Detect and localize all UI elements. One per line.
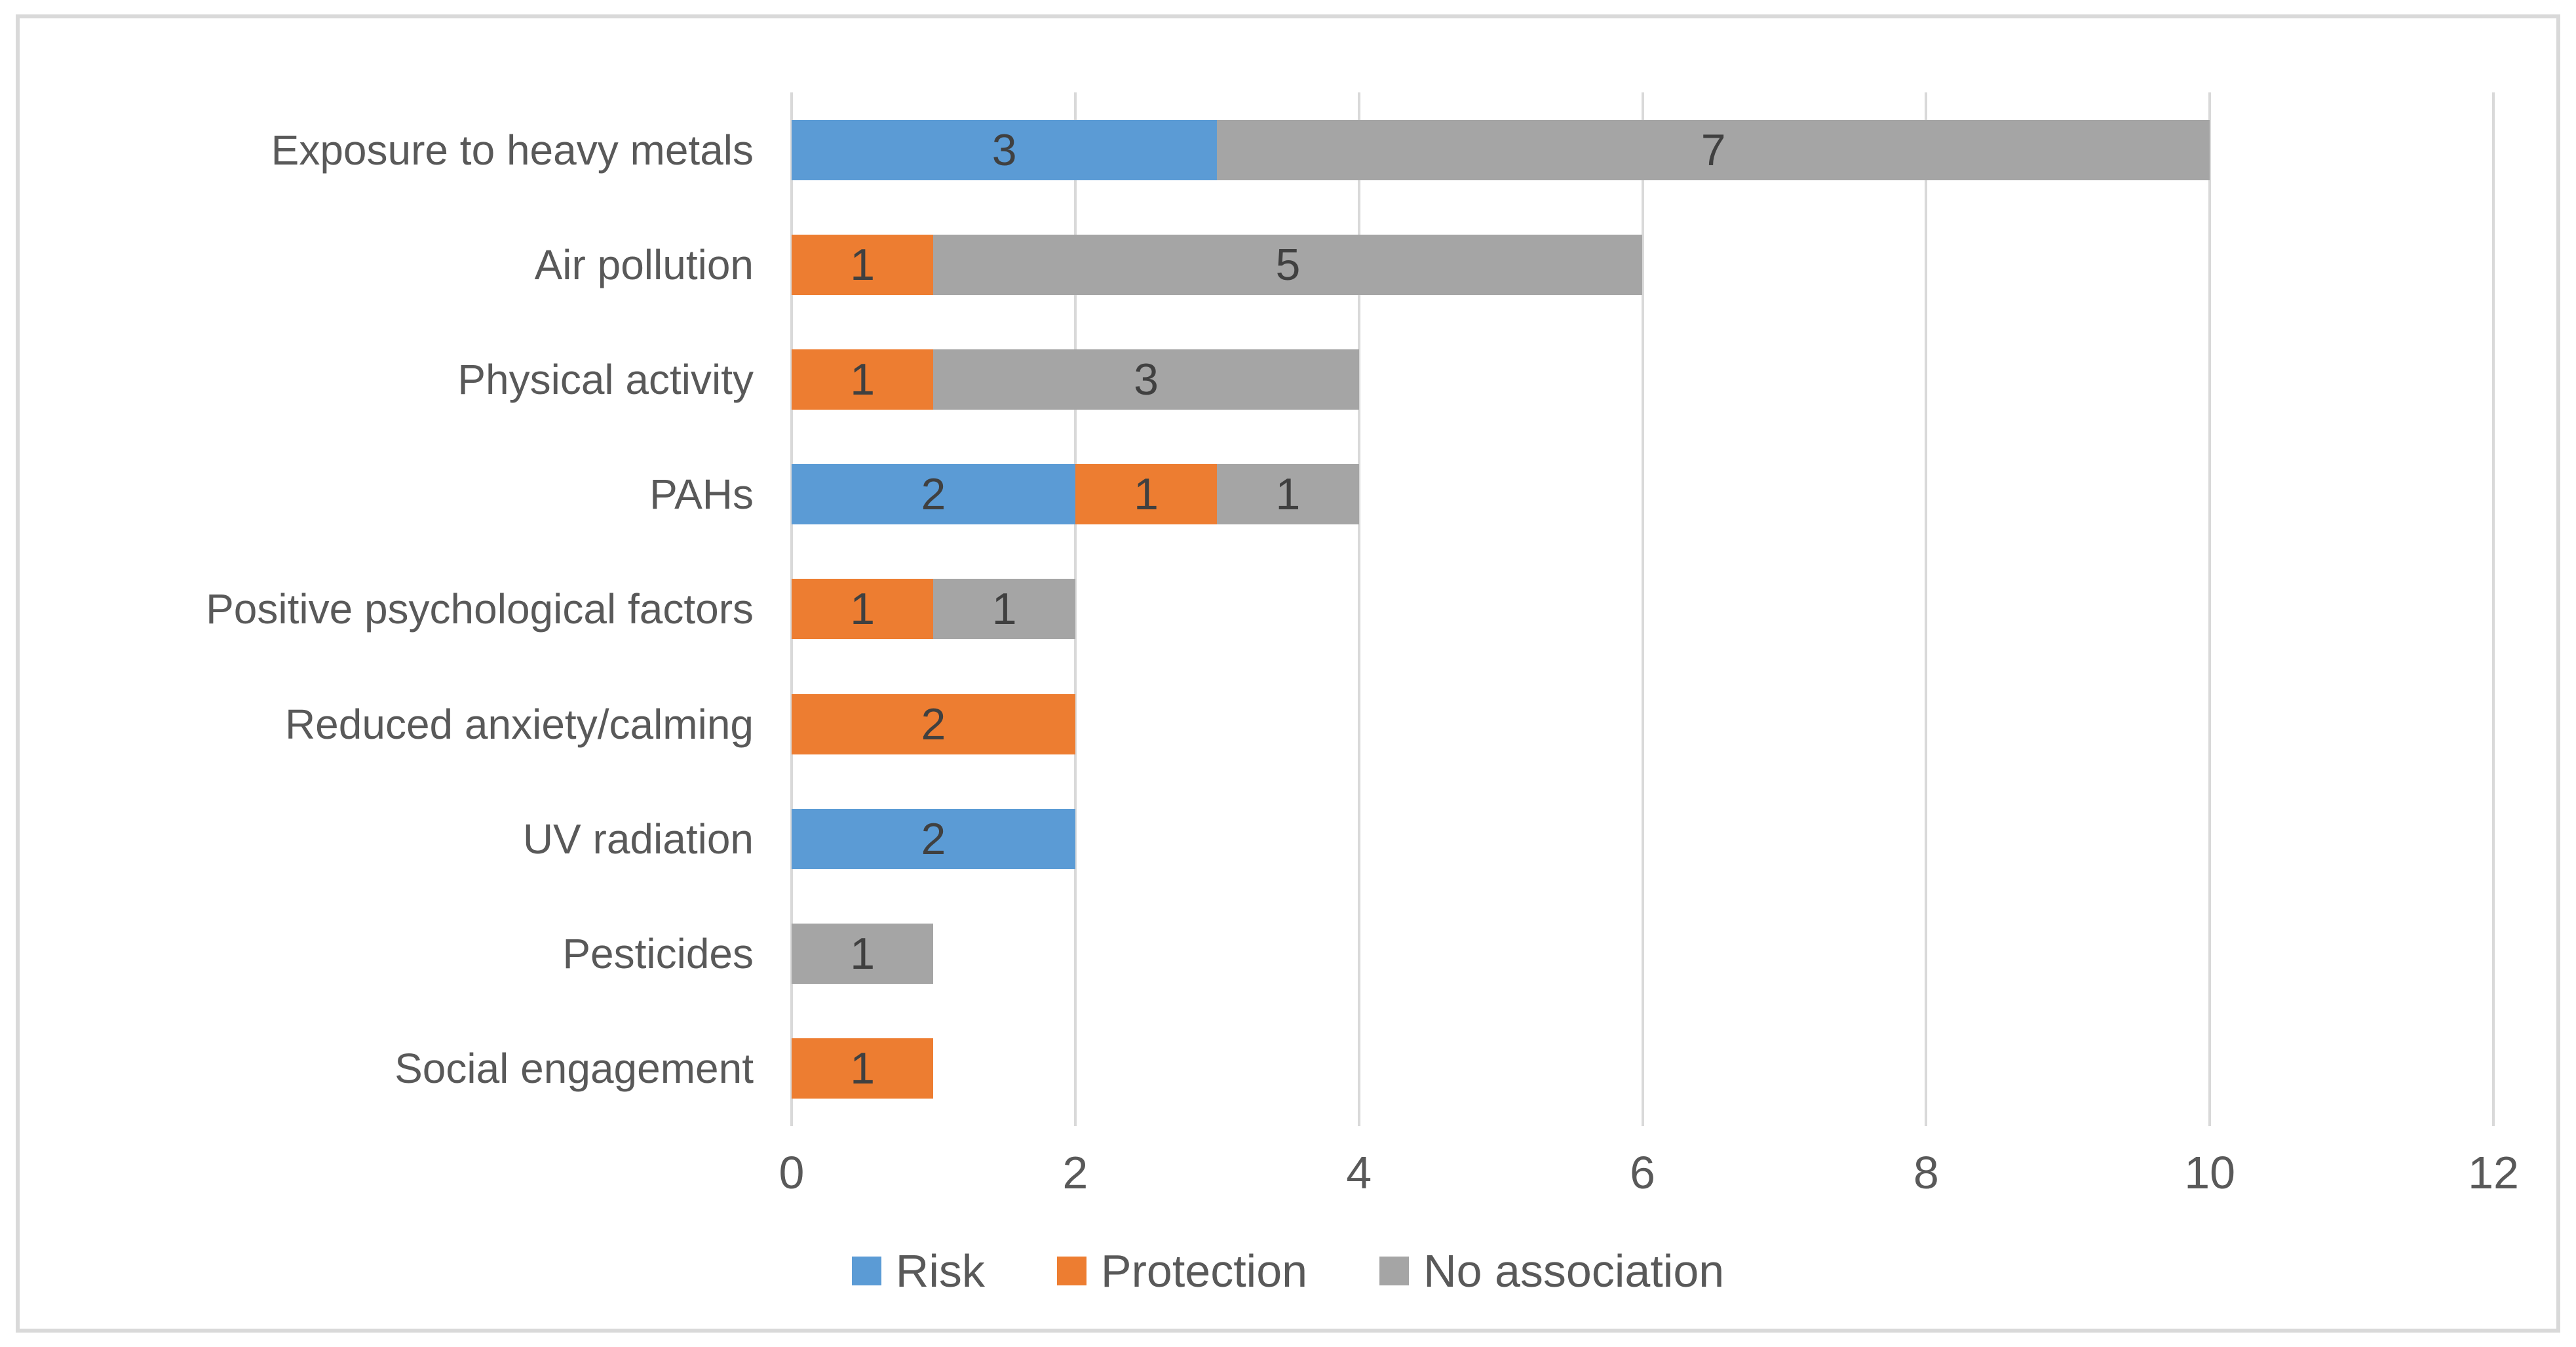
bar-segment-protection: 2 xyxy=(792,693,1075,754)
x-tick-label: 0 xyxy=(779,1147,805,1198)
legend-item-protection: Protection xyxy=(1056,1245,1308,1297)
category-label: Pesticides xyxy=(562,930,754,978)
bar-stack: 2 xyxy=(792,693,2493,754)
legend-swatch-icon xyxy=(851,1257,881,1285)
category-label: Reduced anxiety/calming xyxy=(284,700,754,748)
category-label: Positive psychological factors xyxy=(206,585,754,633)
gridline xyxy=(1925,92,1928,1126)
bar-segment-protection: 1 xyxy=(792,1038,934,1099)
data-label: 1 xyxy=(1275,469,1301,520)
x-tick-label: 12 xyxy=(2468,1147,2519,1198)
bar-segment-no-association: 1 xyxy=(933,579,1075,640)
bar-row: 2 1 1 xyxy=(792,437,2493,552)
gridline xyxy=(1073,92,1077,1126)
gridline xyxy=(2208,92,2212,1126)
data-label: 3 xyxy=(991,125,1017,175)
category-label: Social engagement xyxy=(394,1045,754,1093)
gridline xyxy=(2492,92,2495,1126)
data-label: 3 xyxy=(1134,355,1159,405)
bar-segment-protection: 1 xyxy=(1075,464,1218,525)
legend-swatch-icon xyxy=(1056,1257,1086,1285)
category-label: Exposure to heavy metals xyxy=(271,126,754,174)
category-label: Physical activity xyxy=(457,356,754,404)
x-tick-label: 6 xyxy=(1630,1147,1655,1198)
bar-segment-no-association: 3 xyxy=(933,349,1359,410)
legend: Risk Protection No association xyxy=(20,1241,2556,1300)
data-label: 1 xyxy=(1134,469,1159,520)
bar-row: 1 xyxy=(792,1011,2493,1126)
bar-stack: 1 xyxy=(792,1038,2493,1099)
legend-label: Protection xyxy=(1100,1245,1308,1297)
category-label: PAHs xyxy=(649,471,754,518)
category-label: Air pollution xyxy=(534,241,754,288)
category-axis-labels: Exposure to heavy metals Air pollution Phy… xyxy=(46,92,754,1126)
legend-item-risk: Risk xyxy=(851,1245,985,1297)
bar-segment-protection: 1 xyxy=(792,234,934,295)
data-label: 2 xyxy=(921,469,946,520)
bar-segment-no-association: 7 xyxy=(1217,119,2210,180)
bar-row: 2 xyxy=(792,667,2493,781)
data-label: 7 xyxy=(1701,125,1726,175)
bar-segment-risk: 3 xyxy=(792,119,1218,180)
x-tick-label: 10 xyxy=(2184,1147,2236,1198)
bar-stack: 2 xyxy=(792,808,2493,869)
bar-segment-no-association: 1 xyxy=(1217,464,1359,525)
data-label: 1 xyxy=(850,1044,875,1094)
category-label: UV radiation xyxy=(522,815,754,863)
data-label: 2 xyxy=(921,699,946,749)
legend-label: Risk xyxy=(895,1245,985,1297)
data-label: 1 xyxy=(850,239,875,290)
x-axis-tick-labels: 0 2 4 6 8 10 12 xyxy=(779,1147,2519,1209)
bar-segment-risk: 2 xyxy=(792,464,1075,525)
bar-segment-no-association: 5 xyxy=(933,234,1643,295)
data-label: 2 xyxy=(921,813,946,864)
legend-swatch-icon xyxy=(1379,1257,1410,1285)
bar-segment-risk: 2 xyxy=(792,808,1075,869)
bar-segment-protection: 1 xyxy=(792,579,934,640)
data-label: 5 xyxy=(1275,239,1301,290)
gridline xyxy=(1641,92,1644,1126)
chart-frame: Exposure to heavy metals Air pollution Phy… xyxy=(16,14,2560,1333)
bar-stack: 2 1 1 xyxy=(792,464,2493,525)
x-tick-label: 4 xyxy=(1346,1147,1372,1198)
bar-stack: 1 xyxy=(792,924,2493,985)
legend-item-no-association: No association xyxy=(1379,1248,1724,1294)
data-label: 1 xyxy=(850,584,875,634)
legend-label: No association xyxy=(1423,1245,1725,1297)
gridline xyxy=(1357,92,1360,1126)
x-tick-label: 8 xyxy=(1913,1147,1939,1198)
bar-row: 1 xyxy=(792,897,2493,1011)
x-tick-label: 2 xyxy=(1062,1147,1088,1198)
data-label: 1 xyxy=(850,929,875,979)
bar-segment-no-association: 1 xyxy=(792,924,934,985)
bar-segment-protection: 1 xyxy=(792,349,934,410)
data-label: 1 xyxy=(991,584,1017,634)
bar-row: 2 xyxy=(792,781,2493,896)
data-label: 1 xyxy=(850,355,875,405)
